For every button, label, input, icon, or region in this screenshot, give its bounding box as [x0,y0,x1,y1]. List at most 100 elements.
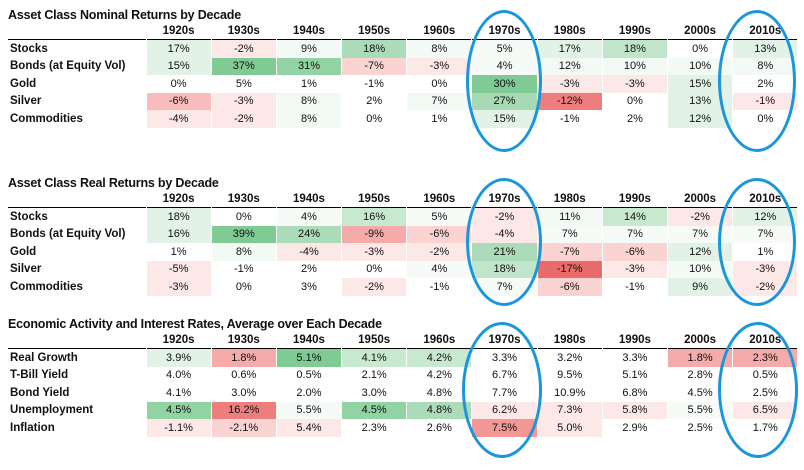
table-cell: -1% [536,110,603,128]
table-cell: 1.7% [732,419,799,437]
table-cell: 2% [601,110,669,128]
table-cell: 0.6% [210,366,277,384]
table-cell: 6.8% [601,384,669,402]
table-cell: 18% [471,260,538,278]
table-cell: 1% [732,243,799,261]
table-cell: 4% [275,207,343,226]
table-cell: 2.9% [601,419,669,437]
table-cell: 0% [145,75,212,93]
table-cell: -3% [601,260,669,278]
decade-header-1990s: 1990s [618,193,651,205]
table-cell: 16% [341,207,408,226]
table-cell: 0% [666,39,734,58]
table-cell: 7% [406,92,473,110]
table-cell: 4.5% [666,384,734,402]
table-cell: 5.5% [666,401,734,419]
table-cell: -2% [341,278,408,296]
row-label: Commodities [10,280,83,293]
table-cell: 0.5% [275,366,343,384]
decade-header-1970s: 1970s [488,193,521,205]
decade-header-1950s: 1950s [358,25,391,37]
table-cell: 5.5% [275,401,343,419]
table-cell: 7% [601,225,669,243]
table-cell: -9% [341,225,408,243]
row-label: Silver [10,263,42,276]
row-label: Bonds (at Equity Vol) [10,228,126,241]
table-cell: 12% [666,110,734,128]
table-cell: 5.8% [601,401,669,419]
decade-header-2000s: 2000s [684,334,717,346]
table-row: Real Growth 3.9% 1.8% 5.1% 4.1% 4.2% 3.3% 3.2% 3… [8,348,799,367]
table-row: Commodities -4% -2% 8% 0% 1% 15% -1% 2% 12% 0% [8,110,799,128]
row-label: Silver [10,95,42,108]
table-cell: 5% [210,75,277,93]
table-cell: -12% [536,92,603,110]
table-cell: 12% [666,243,734,261]
table-cell: 4.2% [406,348,473,367]
table-cell: 3.9% [145,348,212,367]
table-cell: 0% [341,260,408,278]
row-label: Stocks [10,42,48,55]
decade-header-1940s: 1940s [292,25,325,37]
table-cell: -2% [732,278,799,296]
decade-header-1980s: 1980s [553,193,586,205]
decade-header-1940s: 1940s [292,334,325,346]
table-cell: 4% [471,57,538,75]
table-row: Inflation -1.1% -2.1% 5.4% 2.3% 2.6% 7.5% 5.0% 2… [8,419,799,437]
table-cell: 5% [471,39,538,58]
table-cell: 12% [732,207,799,226]
table-cell: 27% [471,92,538,110]
table-cell: 9% [275,39,343,58]
table-cell: 31% [275,57,343,75]
table-cell: 0% [601,92,669,110]
table-cell: -7% [536,243,603,261]
decade-header-1950s: 1950s [358,334,391,346]
table-row: Bonds (at Equity Vol) 15% 37% 31% -7% -3% 4% 12… [8,57,799,75]
table-cell: 16.2% [210,401,277,419]
table-cell: 0.5% [732,366,799,384]
table-cell: 4% [406,260,473,278]
table-cell: 7.3% [536,401,603,419]
decade-header-1930s: 1930s [227,193,260,205]
table-cell: 10.9% [536,384,603,402]
table-cell: -2% [406,243,473,261]
decade-header-row: 1920s 1930s 1940s 1950s 1960s 1970s 1980s 1990s… [8,332,798,349]
table-cell: 0% [406,75,473,93]
row-label: Inflation [10,421,55,434]
table-row: Commodities -3% 0% 3% -2% -1% 7% -6% -1% 9% -2% [8,278,799,296]
table-cell: 15% [145,57,212,75]
table-cell: 2.1% [341,366,408,384]
table-cell: 0% [341,110,408,128]
table-row: Gold 1% 8% -4% -3% -2% 21% -7% -6% 12% 1% [8,243,799,261]
table-cell: 4.1% [145,384,212,402]
table-cell: 2% [341,92,408,110]
table-cell: -4% [275,243,343,261]
table-cell: -4% [145,110,212,128]
decade-header-1990s: 1990s [618,334,651,346]
table-cell: 0% [210,278,277,296]
table-cell: 9% [666,278,734,296]
table-row: Stocks 18% 0% 4% 16% 5% -2% 11% 14% -2% 12% [8,207,799,226]
table-cell: 6.2% [471,401,538,419]
table-cell: 5.0% [536,419,603,437]
decade-header-2010s: 2010s [749,193,782,205]
table-cell: 7% [666,225,734,243]
table-row: Silver -6% -3% 8% 2% 7% 27% -12% 0% 13% -1% [8,92,799,110]
table-cell: 3.0% [341,384,408,402]
table-row: Bonds (at Equity Vol) 16% 39% 24% -9% -6% -4% 7… [8,225,799,243]
table-cell: -17% [536,260,603,278]
decade-header-1980s: 1980s [553,25,586,37]
table-cell: 21% [471,243,538,261]
table-cell: 4.8% [406,384,473,402]
table-row: Stocks 17% -2% 9% 18% 8% 5% 17% 18% 0% 13% [8,39,799,58]
nominal-returns-section: Asset Class Nominal Returns by Decade 19… [8,7,799,128]
real-returns-title: Asset Class Real Returns by Decade [8,176,219,190]
real-returns-section: Asset Class Real Returns by Decade 1920s… [8,175,799,296]
table-cell: 4.5% [341,401,408,419]
row-label-header [8,332,146,349]
table-cell: -7% [341,57,408,75]
table-cell: 4.2% [406,366,473,384]
table-cell: 15% [471,110,538,128]
economic-activity-table: 1920s 1930s 1940s 1950s 1960s 1970s 1980s 1990s… [8,332,799,437]
row-label: Commodities [10,112,83,125]
